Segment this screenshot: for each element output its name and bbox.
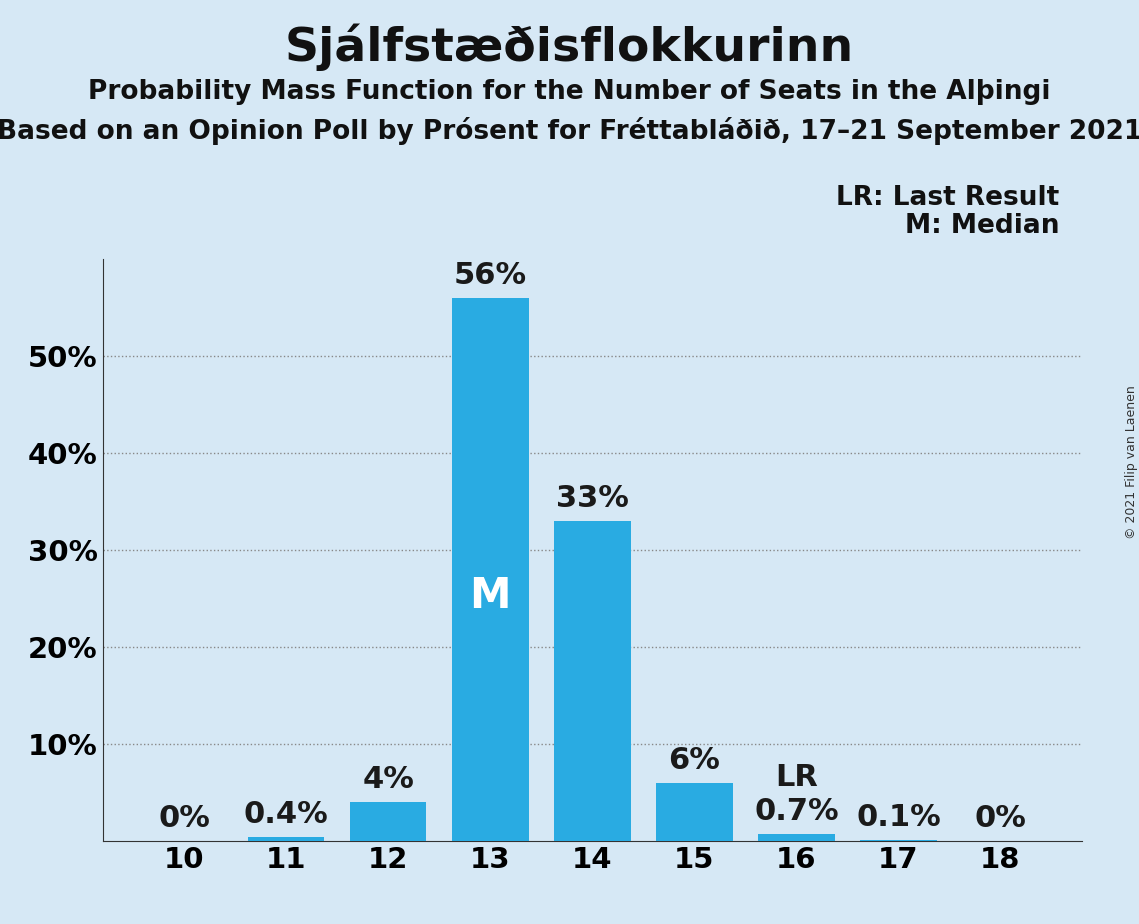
Text: 6%: 6% [669, 746, 720, 775]
Bar [860, 840, 936, 841]
Bar [554, 521, 631, 841]
Text: 0.1%: 0.1% [857, 803, 941, 833]
Bar [350, 802, 426, 841]
Text: 4%: 4% [362, 765, 415, 795]
Text: 56%: 56% [453, 261, 527, 290]
Bar [656, 783, 732, 841]
Text: 0.7%: 0.7% [754, 797, 838, 826]
Text: M: Median: M: Median [904, 213, 1059, 238]
Text: 33%: 33% [556, 484, 629, 513]
Text: 0.4%: 0.4% [244, 800, 328, 829]
Text: Based on an Opinion Poll by Prósent for Fréttabláðið, 17–21 September 2021: Based on an Opinion Poll by Prósent for … [0, 117, 1139, 145]
Text: LR: LR [775, 763, 818, 793]
Bar [452, 298, 528, 841]
Text: 0%: 0% [975, 804, 1026, 833]
Text: Sjálfstæðisflokkurinn: Sjálfstæðisflokkurinn [285, 23, 854, 70]
Text: Probability Mass Function for the Number of Seats in the Alþingi: Probability Mass Function for the Number… [88, 79, 1051, 104]
Bar [759, 834, 835, 841]
Text: © 2021 Filip van Laenen: © 2021 Filip van Laenen [1124, 385, 1138, 539]
Text: M: M [469, 576, 511, 617]
Text: LR: Last Result: LR: Last Result [836, 185, 1059, 211]
Bar [248, 837, 325, 841]
Text: 0%: 0% [158, 804, 210, 833]
